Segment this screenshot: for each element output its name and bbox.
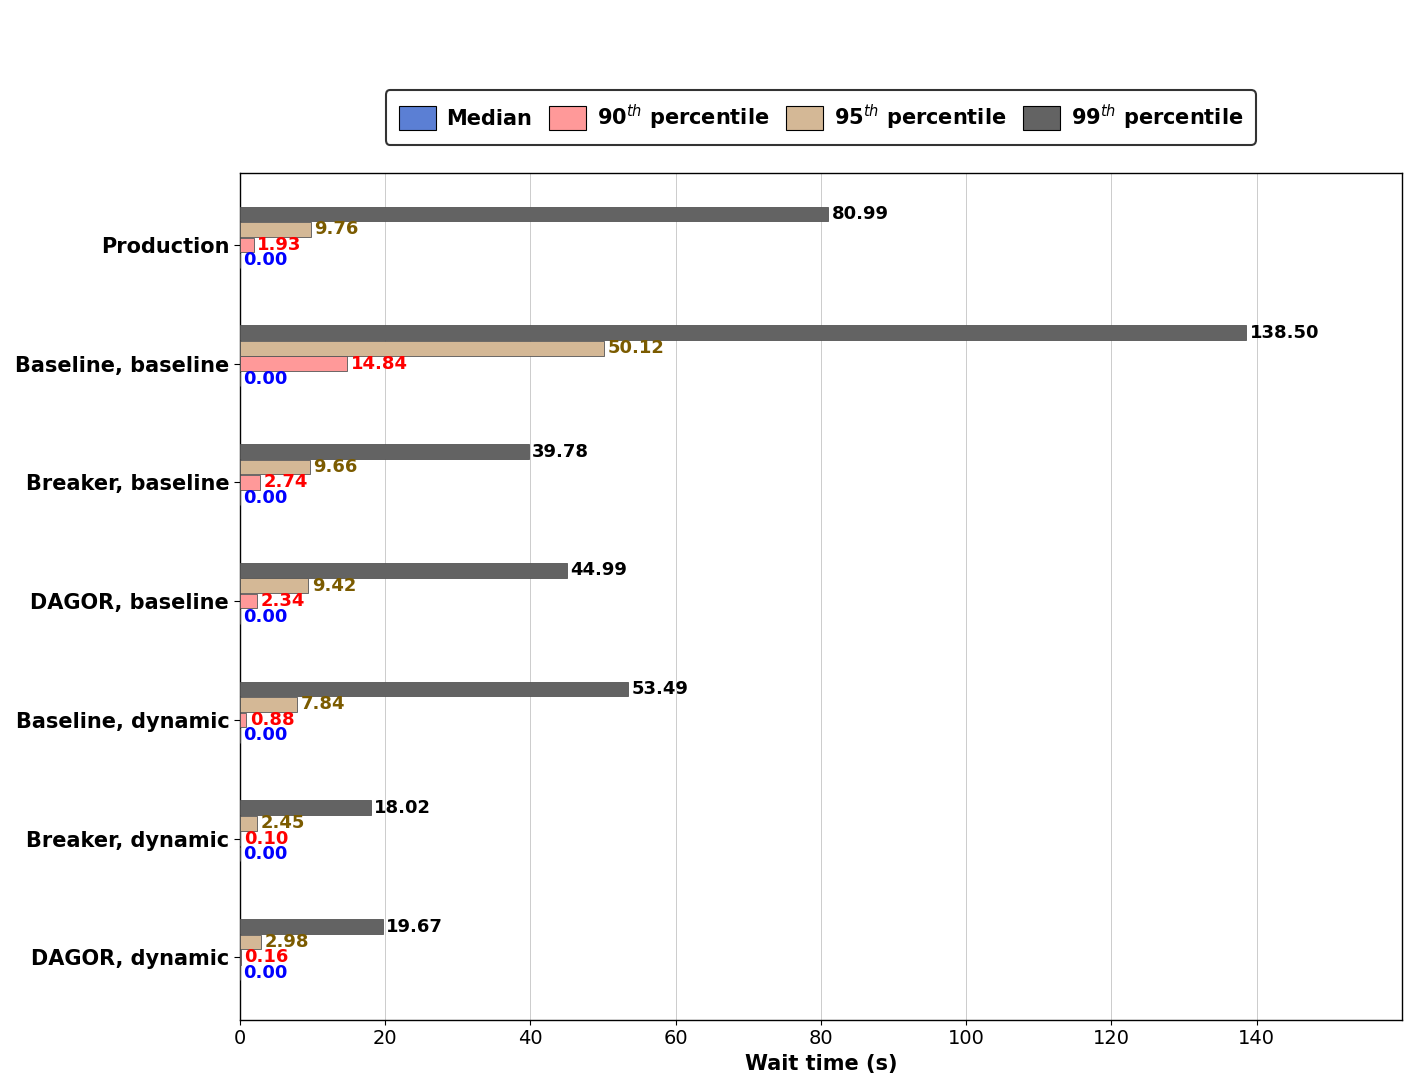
Text: 2.45: 2.45 [261,815,306,832]
Text: 0.00: 0.00 [244,370,288,388]
Bar [239,326,1246,340]
Text: 138.50: 138.50 [1250,323,1319,342]
Text: 9.66: 9.66 [313,458,359,476]
Bar [239,594,256,609]
Text: 0.00: 0.00 [244,608,288,625]
Text: 2.98: 2.98 [265,933,309,951]
Text: 0.00: 0.00 [244,252,288,269]
Text: 0.88: 0.88 [249,711,295,729]
Text: 80.99: 80.99 [832,205,888,223]
Text: 0.16: 0.16 [245,949,289,966]
Bar [239,356,347,371]
Text: 39.78: 39.78 [533,442,589,461]
Text: 1.93: 1.93 [258,236,302,254]
Text: 14.84: 14.84 [351,355,408,372]
Bar [239,682,628,696]
Bar [239,697,296,712]
Bar [239,712,247,727]
Bar [239,222,310,236]
X-axis label: Wait time (s): Wait time (s) [744,1054,897,1074]
Bar [239,800,371,815]
Text: 0.10: 0.10 [244,830,289,847]
Bar [239,563,567,577]
Text: 0.00: 0.00 [244,964,288,982]
Bar [239,237,254,253]
Text: 9.42: 9.42 [312,577,356,595]
Text: 44.99: 44.99 [570,561,626,579]
Text: 2.34: 2.34 [261,592,305,610]
Bar [239,919,383,934]
Text: 53.49: 53.49 [632,680,689,698]
Legend: Median, 90$^{th}$ percentile, 95$^{th}$ percentile, 99$^{th}$ percentile: Median, 90$^{th}$ percentile, 95$^{th}$ … [385,90,1255,145]
Text: 0.00: 0.00 [244,845,288,864]
Bar [239,934,261,950]
Bar [239,578,307,594]
Bar [239,207,828,221]
Text: 0.00: 0.00 [244,489,288,506]
Text: 9.76: 9.76 [315,220,359,238]
Text: 19.67: 19.67 [387,918,444,935]
Text: 2.74: 2.74 [264,474,307,491]
Bar [239,460,310,475]
Text: 50.12: 50.12 [608,339,665,357]
Bar [239,475,259,490]
Text: 18.02: 18.02 [374,798,431,817]
Text: 0.00: 0.00 [244,726,288,744]
Text: 7.84: 7.84 [300,696,344,713]
Bar [239,341,604,355]
Bar [239,816,258,831]
Bar [239,444,529,458]
